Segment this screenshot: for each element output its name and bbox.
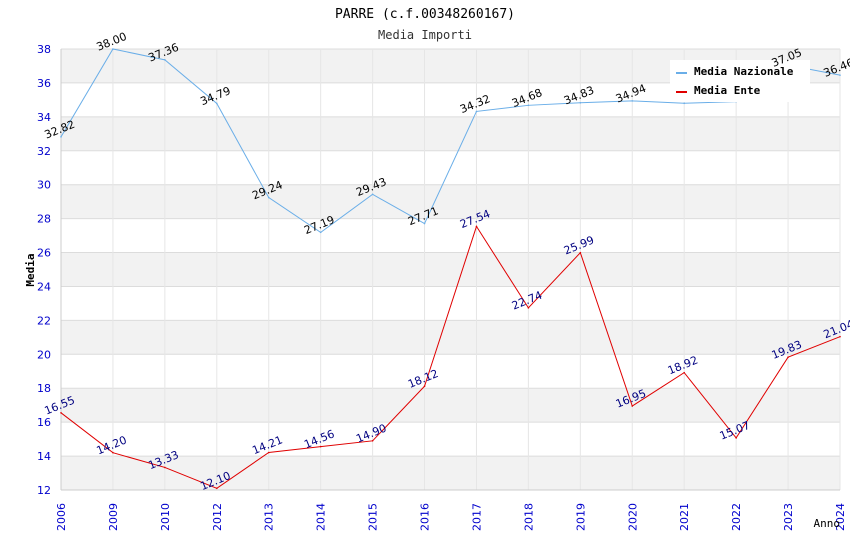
data-point [164, 466, 166, 469]
x-tick-label: 2006 [55, 503, 68, 531]
axes [60, 49, 840, 491]
x-axis-label: Anno [814, 517, 841, 530]
y-tick-label: 26 [37, 247, 51, 260]
x-tick-label: 2022 [730, 503, 743, 531]
data-label: 34.83 [562, 84, 596, 108]
y-axis-label: Media [24, 253, 37, 286]
x-tick-label: 2014 [315, 503, 328, 531]
legend: Media Nazionale Media Ente [670, 60, 810, 102]
series-line-1 [60, 225, 841, 489]
data-point [216, 487, 218, 490]
data-point [164, 59, 166, 61]
data-label: 14.90 [354, 422, 388, 446]
data-point [319, 445, 322, 448]
data-point [60, 412, 62, 414]
x-tick-label: 2020 [626, 503, 639, 531]
data-point [267, 451, 270, 454]
x-tick-label: 2013 [263, 503, 276, 531]
data-point [112, 48, 114, 50]
grid-band [61, 184, 840, 219]
y-tick-label: 28 [37, 213, 51, 226]
series-line-0 [60, 48, 841, 233]
chart-title: PARRE (c.f.00348260167) [335, 7, 515, 22]
data-label: 22.74 [510, 289, 544, 313]
data-label: 14.56 [302, 427, 336, 451]
data-point [319, 231, 322, 234]
x-tick-label: 2019 [574, 503, 587, 531]
data-point [683, 371, 685, 374]
grid-band [61, 388, 840, 423]
y-tick-label: 32 [37, 145, 51, 158]
data-label: 34.32 [458, 92, 492, 116]
legend-label-media-ente: Media Ente [694, 84, 761, 97]
y-tick-label: 36 [37, 77, 51, 90]
x-tick-label: 2016 [419, 503, 432, 531]
y-tick-label: 24 [37, 280, 51, 293]
y-tick-label: 34 [37, 111, 51, 124]
grid-lines [60, 48, 841, 491]
y-tick-label: 12 [37, 484, 51, 497]
data-point [475, 225, 478, 228]
x-tick-label: 2024 [834, 503, 847, 531]
data-point [787, 356, 789, 358]
data-point [527, 104, 530, 107]
data-point [112, 451, 114, 454]
y-tick-label: 16 [37, 416, 51, 429]
x-tick-label: 2012 [211, 503, 224, 531]
data-point [579, 251, 582, 254]
x-tick-label: 2018 [522, 503, 535, 531]
x-tick-label: 2023 [782, 503, 795, 531]
y-tick-label: 20 [37, 348, 51, 361]
y-tick-labels: 12 14 16 18 20 22 24 26 28 30 32 34 36 38 [37, 43, 51, 497]
data-point [839, 74, 841, 76]
y-tick-label: 22 [37, 314, 51, 327]
data-point [839, 335, 841, 338]
grid-band [61, 320, 840, 355]
data-point [683, 102, 685, 105]
y-tick-label: 14 [37, 450, 51, 463]
legend-label-media-nazionale: Media Nazionale [694, 65, 794, 78]
data-label: 34.68 [510, 86, 544, 110]
data-point [267, 196, 270, 199]
y-tick-label: 38 [37, 43, 51, 56]
x-tick-label: 2015 [367, 503, 380, 531]
data-label: 14.20 [95, 434, 129, 458]
series-lines [60, 48, 841, 490]
data-point [631, 100, 634, 102]
grid-bands [61, 49, 840, 490]
data-point [216, 102, 218, 105]
x-tick-label: 2009 [107, 503, 120, 531]
x-tick-labels: 2006 2009 2010 2012 2013 2014 2015 2016 2017 2018… [55, 503, 847, 531]
data-point [423, 385, 426, 387]
data-point [371, 440, 374, 442]
data-label: 34.79 [198, 84, 232, 108]
x-tick-label: 2017 [470, 503, 483, 531]
data-point [423, 222, 426, 225]
data-point [579, 101, 582, 104]
y-tick-label: 18 [37, 382, 51, 395]
data-point [60, 136, 62, 138]
grid-band [61, 456, 840, 490]
data-point [475, 110, 478, 113]
x-tick-label: 2010 [159, 503, 172, 531]
data-point [631, 405, 634, 407]
grid-band [61, 116, 840, 151]
x-tick-label: 2021 [678, 503, 691, 531]
data-point [735, 437, 737, 439]
y-tick-label: 30 [37, 179, 51, 192]
data-label: 34.94 [614, 82, 648, 106]
data-point [527, 307, 530, 309]
data-point [371, 193, 374, 196]
grid-band [61, 252, 840, 287]
legend-box [670, 60, 810, 102]
chart-subtitle: Media Importi [378, 28, 472, 42]
